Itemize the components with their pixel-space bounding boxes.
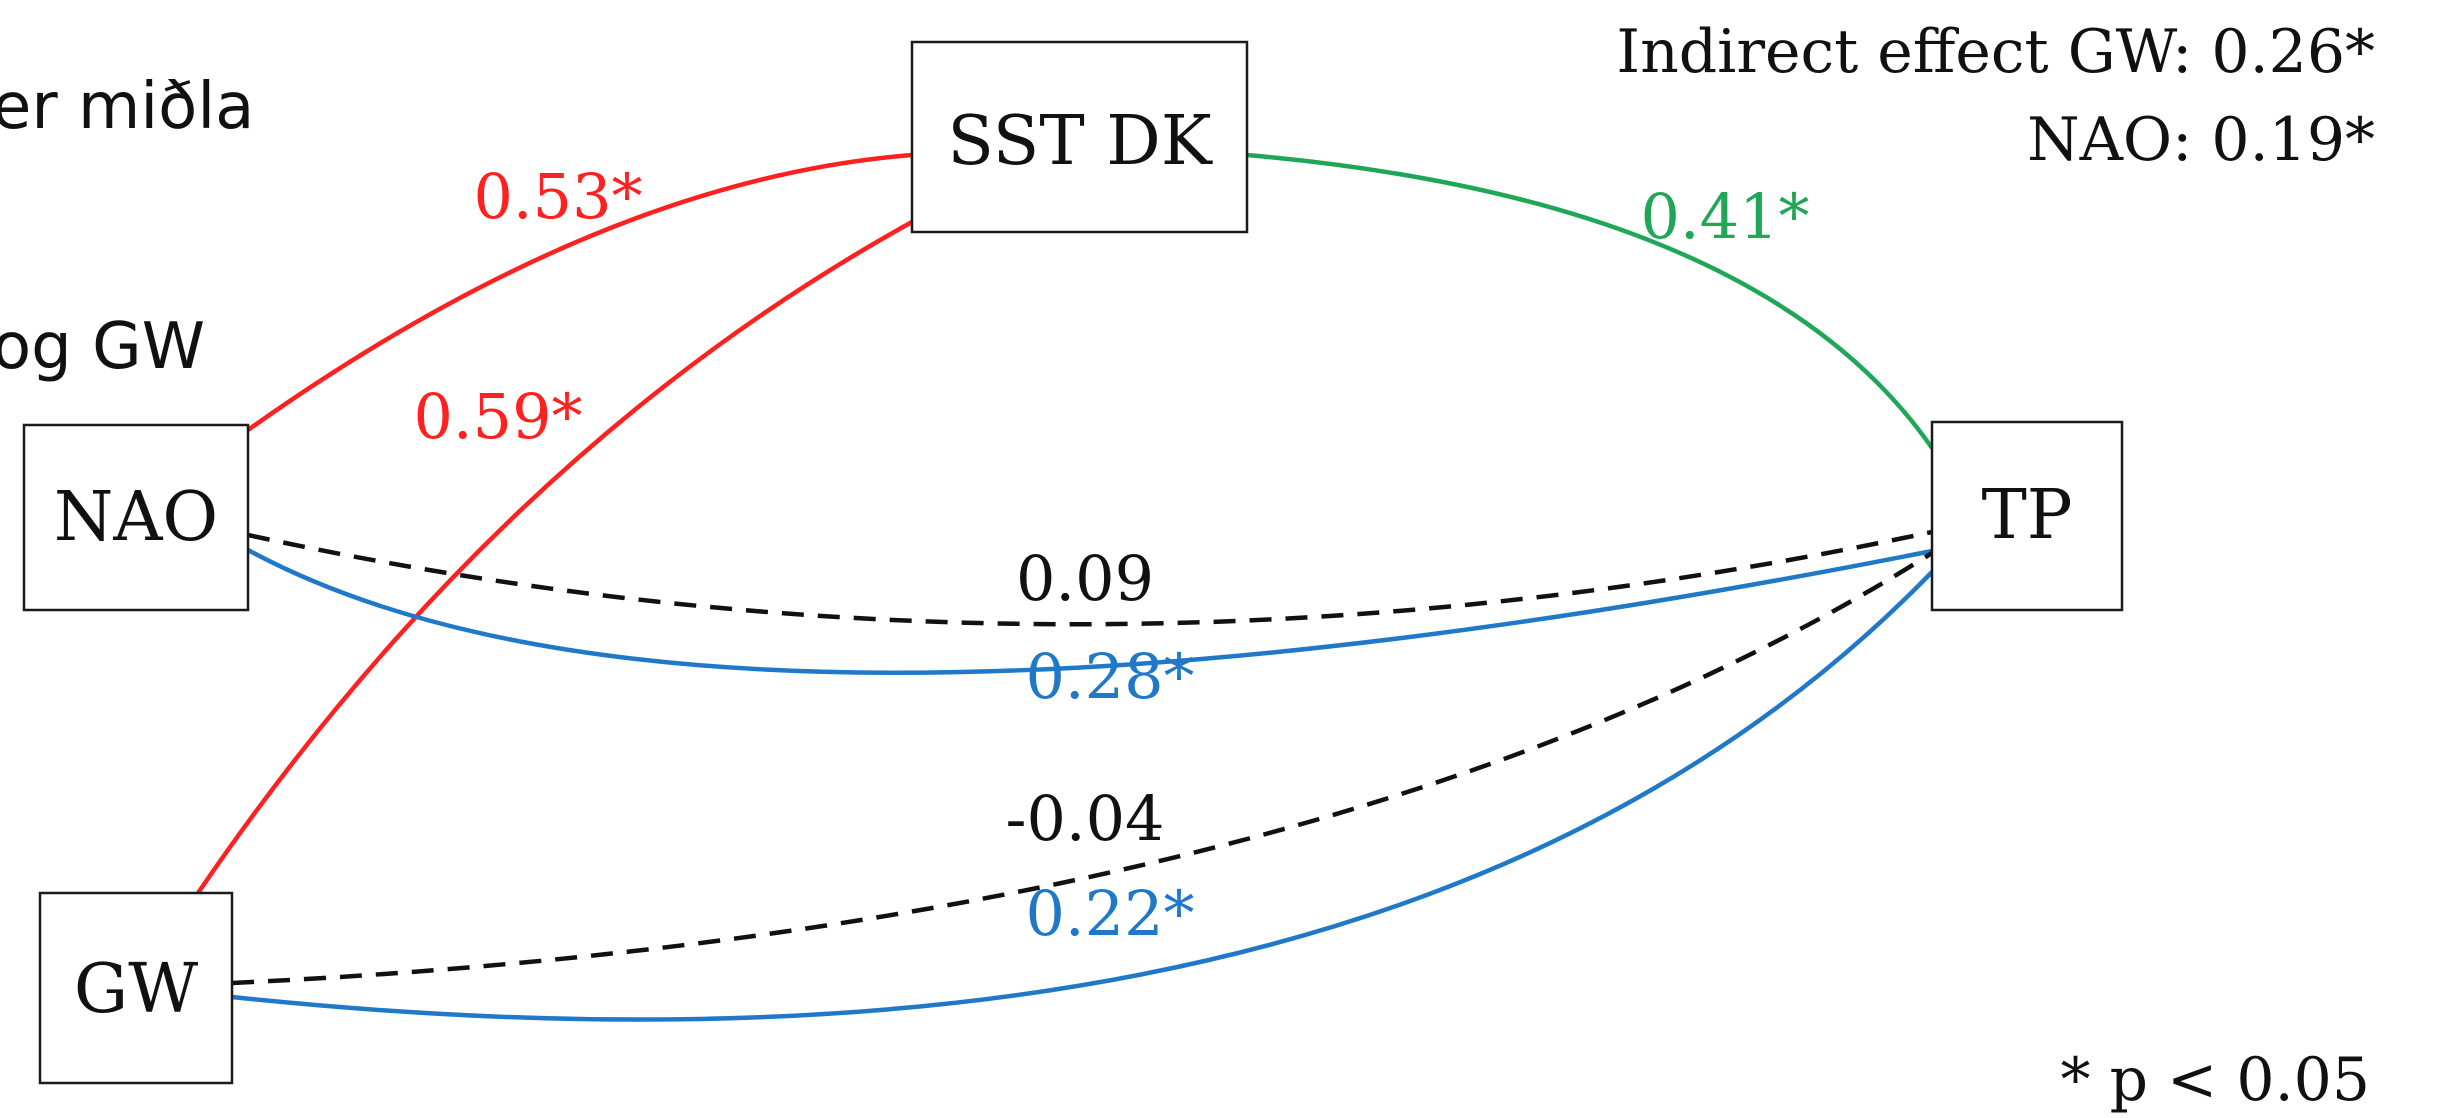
edge-gw-tp-total bbox=[231, 570, 1934, 1022]
edge-nao-tp-total bbox=[246, 548, 1933, 675]
node-tp-label: TP bbox=[1981, 476, 2072, 555]
node-sst-dk-label: SST DK bbox=[947, 102, 1212, 181]
significance-note: * p < 0.05 bbox=[2061, 1045, 2371, 1115]
edge-gw-sst bbox=[196, 220, 914, 895]
node-gw-box bbox=[38, 891, 234, 1085]
edge-gw-tp-direct bbox=[231, 551, 1934, 986]
coef-nao-sst: 0.53* bbox=[473, 160, 642, 233]
node-nao: NAO bbox=[22, 423, 250, 612]
background-text-line1: er miðla bbox=[0, 70, 254, 144]
coef-gw-sst: 0.59* bbox=[413, 380, 582, 453]
node-sst-dk-box bbox=[910, 40, 1249, 234]
coef-gw-tp-total: 0.22* bbox=[1025, 877, 1194, 950]
node-tp-box bbox=[1930, 420, 2124, 612]
edge-nao-sst bbox=[246, 152, 913, 432]
node-nao-label: NAO bbox=[54, 478, 218, 557]
node-sst-dk: SST DK bbox=[910, 40, 1249, 234]
node-gw-label: GW bbox=[74, 950, 198, 1029]
coef-nao-tp-direct: 0.09 bbox=[1016, 542, 1154, 615]
edge-nao-tp-direct bbox=[247, 529, 1933, 627]
indirect-effect-nao: NAO: 0.19* bbox=[2027, 105, 2375, 175]
node-tp: TP bbox=[1930, 420, 2124, 612]
background-text-line2: og GW bbox=[0, 310, 205, 384]
node-nao-box bbox=[22, 423, 250, 612]
coef-nao-tp-total: 0.28* bbox=[1025, 640, 1194, 713]
edge-sst-tp bbox=[1246, 152, 1934, 450]
node-gw: GW bbox=[38, 891, 234, 1085]
coef-sst-tp: 0.41* bbox=[1640, 180, 1809, 253]
coef-gw-tp-direct: -0.04 bbox=[1006, 782, 1165, 855]
indirect-effect-gw: Indirect effect GW: 0.26* bbox=[1616, 17, 2375, 87]
